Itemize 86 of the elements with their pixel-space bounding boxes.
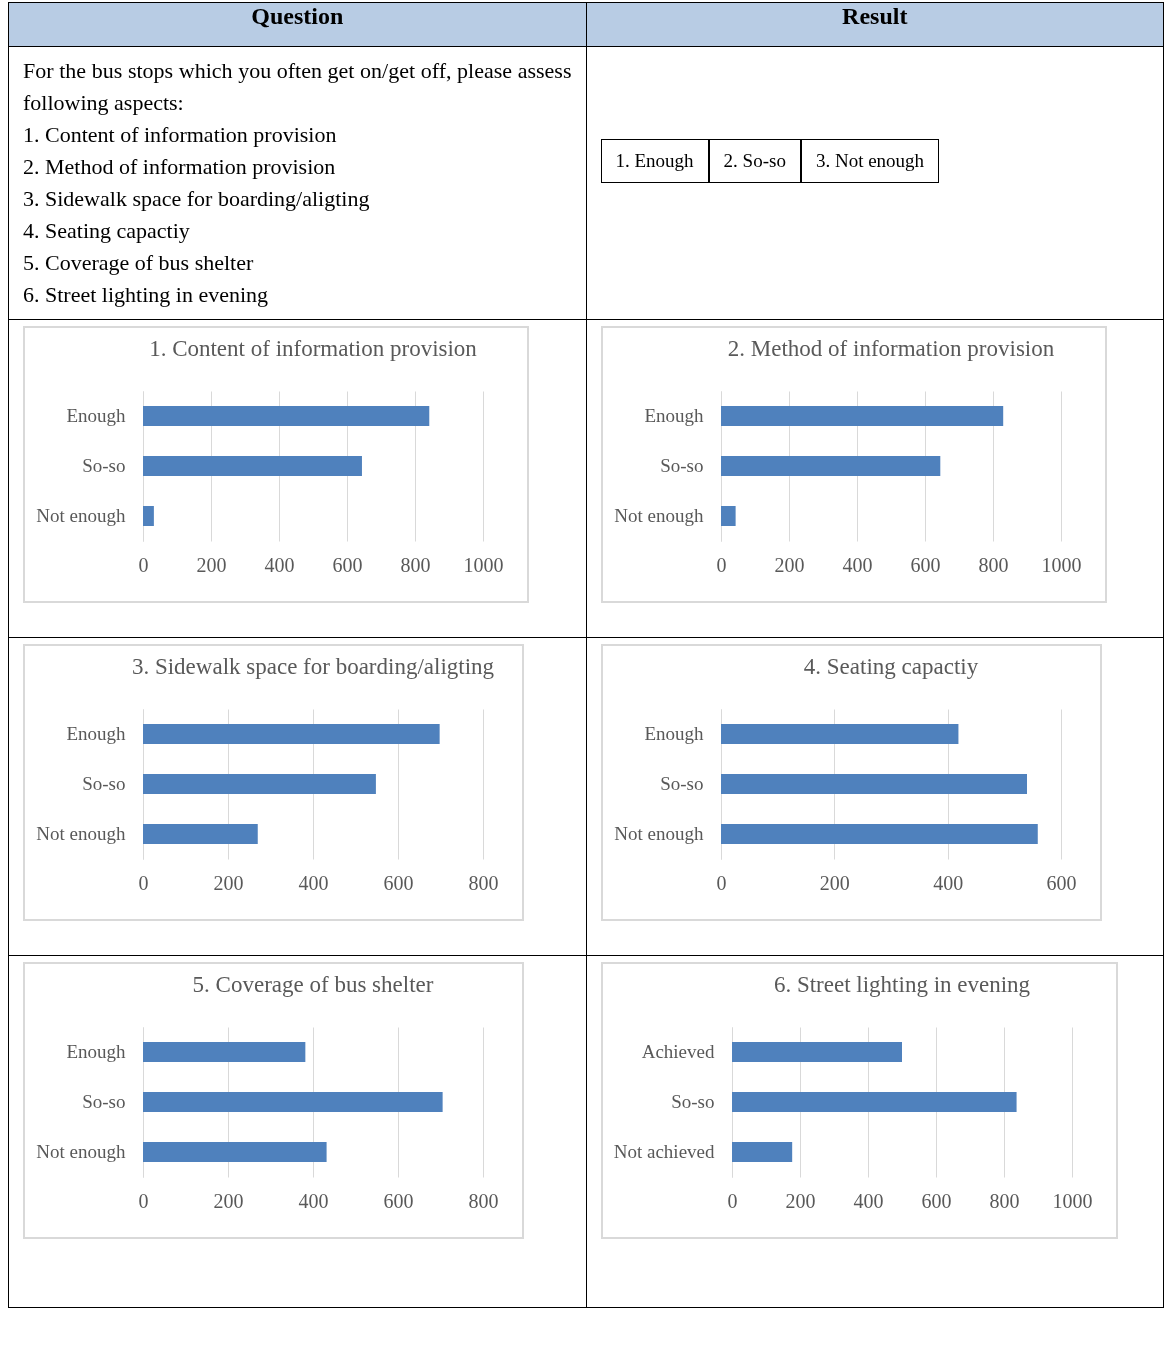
bar bbox=[143, 774, 376, 794]
text: 1. Enough bbox=[600, 139, 709, 183]
x-tick-label: 600 bbox=[1046, 871, 1076, 894]
text: Result bbox=[586, 2, 1164, 47]
x-tick-label: 400 bbox=[932, 871, 963, 894]
x-tick-label: 0 bbox=[138, 871, 149, 894]
x-tick-label: 400 bbox=[298, 1189, 329, 1212]
text: For the bus stops which you often get on/get off, please assess following aspects: bbox=[23, 57, 572, 117]
bar bbox=[731, 1142, 792, 1162]
bar bbox=[143, 506, 154, 526]
y-tick-label: Not enough bbox=[36, 823, 126, 844]
x-tick-label: 200 bbox=[785, 1189, 815, 1212]
x-tick-label: 600 bbox=[383, 1189, 414, 1212]
x-tick-label: 0 bbox=[716, 553, 726, 576]
bar bbox=[720, 456, 940, 476]
chart-title: 4. Seating capactiy bbox=[803, 654, 979, 679]
text: 6. Street lighting in evening bbox=[23, 281, 270, 309]
x-tick-label: 600 bbox=[910, 553, 940, 576]
x-tick-label: 400 bbox=[853, 1189, 883, 1212]
x-tick-label: 400 bbox=[842, 553, 872, 576]
y-tick-label: So-so bbox=[659, 455, 703, 476]
x-tick-label: 0 bbox=[716, 871, 726, 894]
chart-title: 5. Coverage of bus shelter bbox=[192, 972, 434, 997]
x-tick-label: 600 bbox=[383, 871, 414, 894]
text: 2. So-so bbox=[708, 139, 801, 183]
y-tick-label: So-so bbox=[659, 773, 703, 794]
bar bbox=[143, 406, 430, 426]
text: 3. Sidewalk space for boarding/aligting bbox=[23, 185, 371, 213]
text: 1. Content of information provision bbox=[23, 121, 338, 149]
x-tick-label: 800 bbox=[978, 553, 1008, 576]
x-tick-label: 200 bbox=[196, 553, 227, 576]
bar bbox=[731, 1042, 902, 1062]
x-tick-label: 0 bbox=[727, 1189, 737, 1212]
text: 4. Seating capactiy bbox=[23, 217, 191, 245]
chart-title: 2. Method of information provision bbox=[727, 336, 1055, 361]
y-tick-label: So-so bbox=[82, 773, 126, 794]
y-tick-label: So-so bbox=[82, 455, 126, 476]
x-tick-label: 200 bbox=[819, 871, 850, 894]
bar bbox=[720, 506, 736, 526]
bar bbox=[143, 1092, 443, 1112]
y-tick-label: Not achieved bbox=[613, 1141, 715, 1162]
y-tick-label: Enough bbox=[66, 405, 126, 426]
bar bbox=[143, 1142, 327, 1162]
x-tick-label: 1000 bbox=[463, 553, 504, 576]
bar bbox=[720, 824, 1038, 844]
text: 3. Not enough bbox=[800, 139, 940, 183]
text: Question bbox=[8, 2, 586, 47]
y-tick-label: So-so bbox=[82, 1091, 126, 1112]
x-tick-label: 600 bbox=[921, 1189, 951, 1212]
chart-title: 6. Street lighting in evening bbox=[773, 972, 1031, 997]
bar bbox=[143, 724, 440, 744]
x-tick-label: 0 bbox=[138, 1189, 149, 1212]
y-tick-label: Not enough bbox=[613, 505, 704, 526]
x-tick-label: 200 bbox=[774, 553, 804, 576]
x-tick-label: 800 bbox=[989, 1189, 1019, 1212]
x-tick-label: 200 bbox=[213, 871, 244, 894]
y-tick-label: Not enough bbox=[36, 1141, 126, 1162]
bar bbox=[720, 724, 958, 744]
text: 2. Method of information provision bbox=[23, 153, 337, 181]
y-tick-label: Enough bbox=[643, 723, 704, 744]
y-tick-label: So-so bbox=[670, 1091, 714, 1112]
chart-title: 3. Sidewalk space for boarding/aligting bbox=[131, 654, 495, 679]
bar bbox=[720, 406, 1003, 426]
x-tick-label: 800 bbox=[468, 1189, 499, 1212]
x-tick-label: 600 bbox=[332, 553, 363, 576]
x-tick-label: 800 bbox=[400, 553, 431, 576]
y-tick-label: Enough bbox=[643, 405, 704, 426]
bar bbox=[143, 824, 258, 844]
bar bbox=[731, 1092, 1017, 1112]
bar bbox=[143, 456, 362, 476]
x-tick-label: 0 bbox=[138, 553, 149, 576]
x-tick-label: 400 bbox=[264, 553, 295, 576]
chart-title: 1. Content of information provision bbox=[149, 336, 478, 361]
y-tick-label: Enough bbox=[66, 1041, 126, 1062]
x-tick-label: 200 bbox=[213, 1189, 244, 1212]
y-tick-label: Not enough bbox=[36, 505, 126, 526]
bar bbox=[143, 1042, 306, 1062]
y-tick-label: Enough bbox=[66, 723, 126, 744]
y-tick-label: Achieved bbox=[641, 1041, 715, 1062]
x-tick-label: 400 bbox=[298, 871, 329, 894]
x-tick-label: 1000 bbox=[1041, 553, 1081, 576]
text: 5. Coverage of bus shelter bbox=[23, 249, 255, 277]
x-tick-label: 1000 bbox=[1052, 1189, 1092, 1212]
bar bbox=[720, 774, 1027, 794]
y-tick-label: Not enough bbox=[613, 823, 704, 844]
x-tick-label: 800 bbox=[468, 871, 499, 894]
